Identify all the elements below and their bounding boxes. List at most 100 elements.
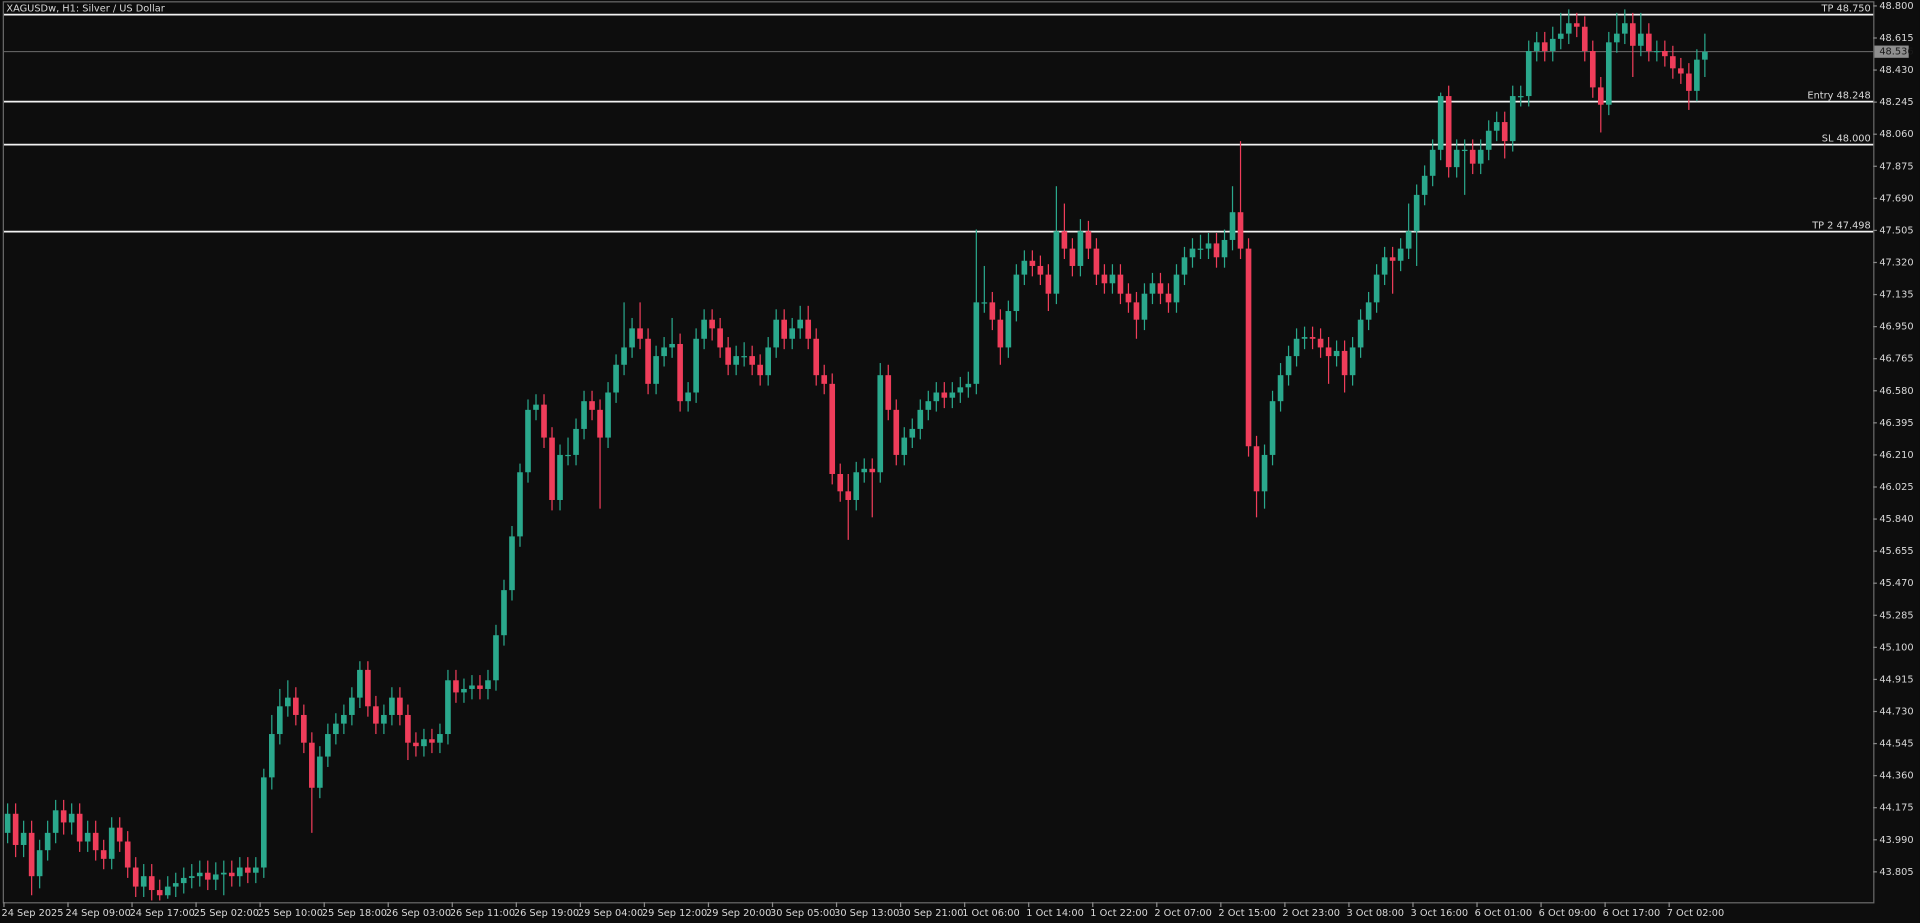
y-tick-label: 43.990 <box>1879 835 1913 846</box>
candle-body <box>1365 302 1372 320</box>
y-tick-label: 45.285 <box>1879 610 1913 621</box>
candle-body <box>445 680 451 735</box>
candle-body <box>597 409 603 438</box>
candle-body <box>757 364 763 376</box>
candle-body <box>1213 243 1220 258</box>
candle-body <box>1173 274 1180 303</box>
y-tick-label: 44.545 <box>1879 739 1913 750</box>
candle-body <box>132 867 139 887</box>
candle-body <box>1133 302 1140 320</box>
candle-body <box>621 347 627 365</box>
candle-body <box>164 886 171 896</box>
candle-body <box>1629 23 1636 46</box>
candle-body <box>341 714 347 724</box>
candle-body <box>1005 311 1012 348</box>
candle-body <box>1445 96 1452 168</box>
candle-body <box>381 714 387 724</box>
candle-body <box>1021 260 1028 275</box>
candle-body <box>997 319 1004 348</box>
x-tick-label: 6 Oct 01:00 <box>1475 908 1533 919</box>
level-label: TP 48.750 <box>1821 3 1871 14</box>
candle-body <box>549 437 555 500</box>
candle-body <box>1045 274 1052 294</box>
candle-body <box>717 328 723 348</box>
candle-body <box>1541 42 1548 51</box>
y-tick-label: 45.655 <box>1879 546 1913 557</box>
candle-body <box>28 832 35 877</box>
candle-body <box>293 697 299 715</box>
candle-body <box>1325 347 1332 357</box>
candle-body <box>301 714 307 743</box>
candle-body <box>1221 239 1228 258</box>
candle-body <box>477 685 483 689</box>
candle-body <box>1397 248 1404 261</box>
candle-body <box>260 777 267 868</box>
candle-body <box>1605 42 1612 105</box>
x-tick-label: 3 Oct 08:00 <box>1346 908 1404 919</box>
x-tick-label: 30 Sep 13:00 <box>834 908 899 919</box>
x-tick-label: 26 Sep 11:00 <box>450 908 515 919</box>
candle-body <box>469 685 475 689</box>
candle-body <box>1686 73 1692 91</box>
candles <box>4 9 1708 901</box>
candle-body <box>1694 59 1700 91</box>
candle-body <box>252 867 259 873</box>
candle-body <box>1237 212 1244 249</box>
candle-body <box>1461 149 1468 152</box>
candle-body <box>116 827 123 842</box>
candle-body <box>565 454 571 457</box>
y-tick-label: 47.875 <box>1879 161 1913 172</box>
candle-body <box>1197 248 1204 250</box>
candle-body <box>581 401 587 429</box>
candle-body <box>1501 122 1508 142</box>
candle-body <box>1245 248 1252 447</box>
plot-frame <box>2 1 1875 904</box>
candle-body <box>605 392 611 438</box>
candle-body <box>1493 122 1500 131</box>
candle-body <box>1181 257 1188 275</box>
chart-title: XAGUSDw, H1: Silver / US Dollar <box>6 4 165 15</box>
candle-body <box>277 706 283 735</box>
candle-body <box>1301 337 1308 339</box>
level-label: SL 48.000 <box>1822 133 1871 144</box>
x-tick-label: 1 Oct 22:00 <box>1090 908 1148 919</box>
candle-body <box>589 401 595 410</box>
y-tick-label: 48.800 <box>1879 1 1913 12</box>
candle-body <box>1349 347 1356 376</box>
candle-body <box>949 392 956 398</box>
candle-body <box>933 392 940 402</box>
y-tick-label: 48.430 <box>1879 65 1913 76</box>
candle-body <box>1469 149 1476 164</box>
candle-body <box>413 742 419 747</box>
candle-body <box>701 319 707 339</box>
candle-body <box>1589 50 1596 88</box>
candle-body <box>917 409 924 429</box>
y-tick-label: 44.175 <box>1879 803 1913 814</box>
candle-body <box>829 383 836 474</box>
candle-body <box>1229 212 1236 240</box>
candle-body <box>397 697 403 715</box>
y-tick-label: 47.690 <box>1879 193 1913 204</box>
candle-body <box>1317 338 1324 348</box>
x-tick-label: 3 Oct 16:00 <box>1411 908 1469 919</box>
candle-body <box>437 734 443 743</box>
candle-body <box>44 832 51 851</box>
candle-body <box>1037 265 1044 275</box>
candle-body <box>1509 96 1516 142</box>
candle-body <box>1477 149 1484 164</box>
x-tick-label: 26 Sep 19:00 <box>514 908 579 919</box>
candle-body <box>1293 338 1300 357</box>
level-label: TP 2 47.498 <box>1811 221 1871 232</box>
candle-body <box>853 472 860 500</box>
x-tick-label: 29 Sep 04:00 <box>578 908 643 919</box>
y-tick-label: 45.840 <box>1879 514 1913 525</box>
candle-body <box>373 706 379 724</box>
candle-body <box>1053 231 1060 294</box>
candle-body <box>1581 26 1588 51</box>
candle-body <box>317 756 323 788</box>
x-tick-label: 30 Sep 05:00 <box>770 908 835 919</box>
candle-body <box>140 876 147 887</box>
candle-body <box>148 876 155 891</box>
candle-body <box>124 841 131 868</box>
